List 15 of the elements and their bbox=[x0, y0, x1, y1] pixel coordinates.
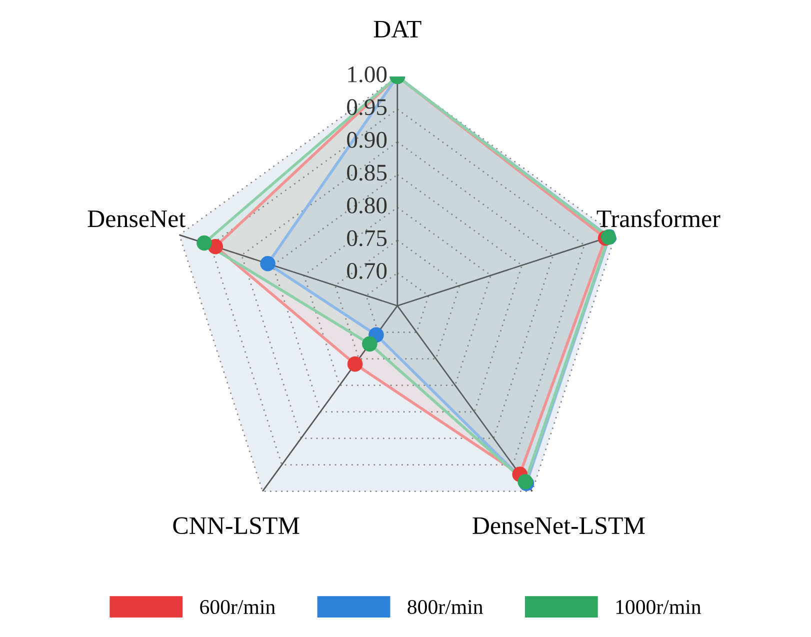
spoke-label: Transformer bbox=[596, 209, 720, 228]
y-tick-label: 0.95 bbox=[347, 99, 387, 116]
spoke-label: DenseNet bbox=[88, 210, 186, 228]
y-tick-label: 0.70 bbox=[347, 262, 387, 280]
y-tick-label: 0.85 bbox=[347, 164, 387, 181]
legend-label: 600r/min bbox=[200, 600, 276, 614]
spoke-label: DAT bbox=[374, 20, 422, 38]
y-tick-label: 0.75 bbox=[347, 230, 387, 246]
y-tick-label: 0.80 bbox=[347, 197, 387, 214]
spoke-label: CNN-LSTM bbox=[173, 517, 300, 534]
y-tick-label: 1.00 bbox=[348, 66, 387, 82]
y-tick-label: 0.90 bbox=[347, 132, 387, 148]
legend-label: 1000r/min bbox=[616, 600, 702, 614]
spoke-label: DenseNet-LSTM bbox=[472, 517, 645, 534]
legend-label: 800r/min bbox=[408, 600, 483, 614]
